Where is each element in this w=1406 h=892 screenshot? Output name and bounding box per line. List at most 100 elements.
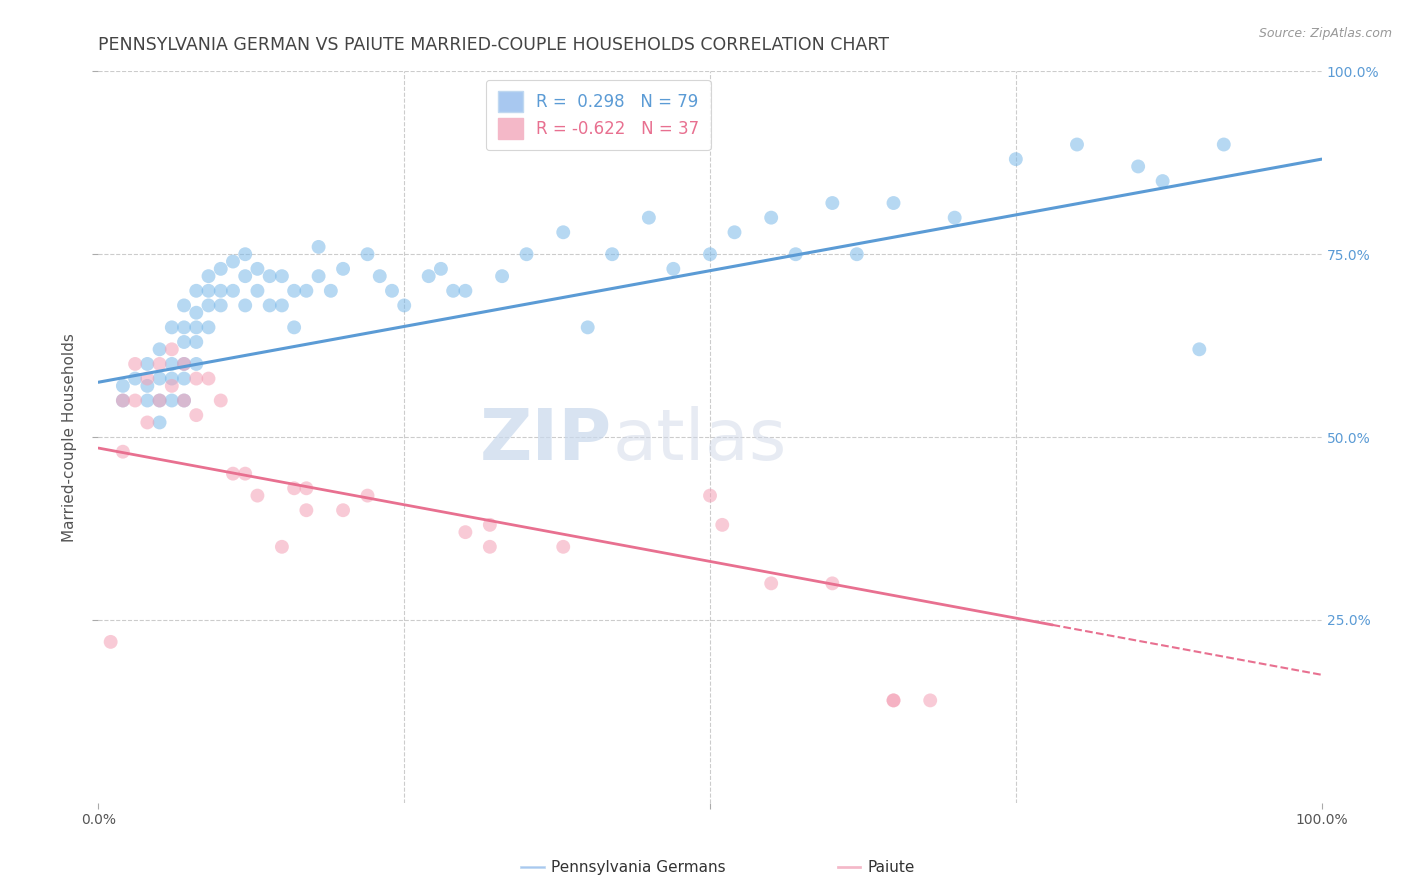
Point: [368, 269, 391, 284]
Point: [576, 320, 599, 334]
Point: [222, 467, 245, 481]
Point: [662, 261, 685, 276]
Point: [173, 320, 195, 334]
Point: [136, 371, 159, 385]
FancyBboxPatch shape: [837, 866, 862, 868]
Point: [295, 503, 318, 517]
Point: [270, 540, 294, 554]
Point: [233, 269, 256, 284]
Point: [209, 284, 232, 298]
Point: [381, 284, 404, 298]
Point: [821, 576, 844, 591]
Point: [209, 393, 232, 408]
Point: [600, 247, 623, 261]
Point: [478, 517, 501, 532]
Point: [186, 284, 208, 298]
Point: [160, 393, 183, 408]
Point: [270, 298, 294, 312]
Point: [160, 357, 183, 371]
Point: [149, 393, 172, 408]
Text: Pennsylvania Germans: Pennsylvania Germans: [551, 860, 725, 874]
Point: [319, 284, 342, 298]
Point: [821, 196, 844, 211]
Point: [283, 481, 305, 495]
Point: [638, 211, 661, 225]
Point: [233, 467, 256, 481]
Point: [186, 306, 208, 320]
Point: [111, 393, 134, 408]
Point: [186, 408, 208, 422]
Point: [149, 371, 172, 385]
Point: [186, 334, 208, 349]
Point: [441, 284, 464, 298]
Point: [173, 371, 195, 385]
Point: [197, 284, 219, 298]
Point: [270, 269, 294, 284]
Point: [186, 371, 208, 385]
Point: [883, 693, 905, 707]
Point: [186, 320, 208, 334]
Text: PENNSYLVANIA GERMAN VS PAIUTE MARRIED-COUPLE HOUSEHOLDS CORRELATION CHART: PENNSYLVANIA GERMAN VS PAIUTE MARRIED-CO…: [98, 36, 890, 54]
Point: [197, 371, 219, 385]
Point: [515, 247, 537, 261]
Point: [149, 393, 172, 408]
Point: [1004, 152, 1026, 166]
Point: [332, 503, 354, 517]
Point: [197, 320, 219, 334]
Point: [124, 393, 146, 408]
Point: [761, 211, 783, 225]
FancyBboxPatch shape: [520, 866, 546, 868]
Point: [136, 416, 159, 430]
Point: [209, 298, 232, 312]
Point: [186, 357, 208, 371]
Point: [1066, 137, 1088, 152]
Point: [392, 298, 416, 312]
Point: [111, 444, 134, 458]
Point: [295, 481, 318, 495]
Point: [100, 635, 122, 649]
Point: [883, 693, 905, 707]
Point: [883, 196, 905, 211]
Point: [491, 269, 513, 284]
Point: [259, 298, 281, 312]
Point: [711, 517, 734, 532]
Point: [160, 379, 183, 393]
Y-axis label: Married-couple Households: Married-couple Households: [62, 333, 77, 541]
Point: [197, 298, 219, 312]
Point: [454, 284, 477, 298]
Point: [308, 240, 330, 254]
Text: atlas: atlas: [612, 406, 786, 475]
Point: [173, 357, 195, 371]
Point: [149, 357, 172, 371]
Point: [1128, 160, 1150, 174]
Point: [418, 269, 440, 284]
Point: [160, 371, 183, 385]
Point: [160, 320, 183, 334]
Point: [283, 320, 305, 334]
Text: Source: ZipAtlas.com: Source: ZipAtlas.com: [1258, 27, 1392, 40]
Point: [209, 261, 232, 276]
Point: [785, 247, 807, 261]
Point: [454, 525, 477, 540]
Point: [295, 284, 318, 298]
Text: ZIP: ZIP: [479, 406, 612, 475]
Point: [356, 489, 378, 503]
Text: Paiute: Paiute: [868, 860, 915, 874]
Point: [478, 540, 501, 554]
Point: [332, 261, 354, 276]
Point: [149, 416, 172, 430]
Point: [173, 393, 195, 408]
Point: [1212, 137, 1234, 152]
Point: [173, 298, 195, 312]
Point: [308, 269, 330, 284]
Point: [356, 247, 378, 261]
Point: [111, 379, 134, 393]
Point: [723, 225, 745, 239]
Point: [124, 357, 146, 371]
Point: [160, 343, 183, 357]
Point: [283, 284, 305, 298]
Point: [1152, 174, 1174, 188]
Point: [124, 371, 146, 385]
Point: [136, 379, 159, 393]
Point: [197, 269, 219, 284]
